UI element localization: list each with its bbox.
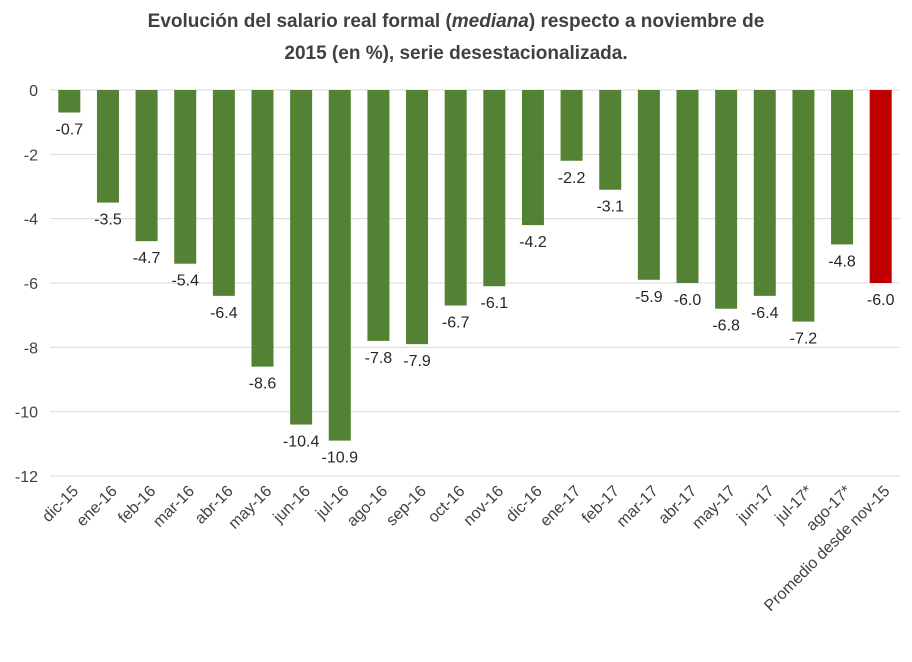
data-label: -7.9: [403, 353, 431, 370]
y-tick-label: -2: [24, 147, 38, 164]
bar: [444, 90, 467, 306]
y-tick-label: 0: [29, 83, 38, 100]
x-tick-label: sep-16: [383, 483, 430, 530]
bar: [869, 90, 892, 283]
data-label: -7.2: [790, 331, 818, 348]
bar: [290, 90, 313, 425]
bar: [212, 90, 235, 296]
x-tick-label: ago-16: [344, 483, 391, 530]
bar: [135, 90, 158, 242]
data-label: -6.0: [674, 292, 702, 309]
chart-title-line-2: 2015 (en %), serie desestacionalizada.: [284, 43, 628, 64]
x-tick-label: mar-17: [614, 483, 662, 531]
bar: [637, 90, 660, 280]
bar: [483, 90, 506, 287]
data-label: -6.1: [481, 295, 509, 312]
data-label: -6.7: [442, 315, 470, 332]
chart-title-part-after: ) respecto a noviembre de: [528, 11, 765, 32]
data-label: -4.8: [828, 253, 856, 270]
bar: [367, 90, 390, 341]
y-tick-label: -12: [15, 469, 38, 486]
x-tick-label: mar-16: [150, 483, 198, 531]
bar: [251, 90, 274, 367]
data-label: -3.5: [94, 212, 122, 229]
data-labels: -0.7 -3.5 -4.7 -5.4 -6.4 -8.6 -10.4-10.9 -7.8 -7…: [56, 122, 895, 467]
y-tick-label: -6: [24, 276, 38, 293]
data-label: -7.8: [365, 350, 393, 367]
data-label: -6.0: [867, 292, 895, 309]
chart-title-part-before: Evolución del salario real formal (: [147, 11, 452, 32]
x-tick-label: jun-17: [733, 483, 777, 527]
bar: [406, 90, 429, 345]
data-label: -6.4: [210, 305, 238, 322]
data-label: -0.7: [56, 122, 84, 139]
chart-title-line-1: Evolución del salario real formal (media…: [0, 6, 912, 38]
data-label: -10.9: [322, 450, 359, 467]
x-tick-label: jun-16: [270, 483, 314, 527]
bar: [328, 90, 351, 441]
bar: [599, 90, 622, 190]
bars: [58, 90, 892, 441]
y-tick-label: -10: [15, 405, 38, 422]
bar: [753, 90, 776, 296]
bar: [676, 90, 699, 283]
x-tick-label: may-16: [226, 483, 276, 533]
bar: [521, 90, 544, 226]
data-label: -2.2: [558, 170, 586, 187]
data-label: -6.8: [712, 318, 740, 335]
y-axis-tick-labels: 0 -2 -4 -6 -8 -10 -12: [15, 83, 38, 486]
bar: [560, 90, 583, 161]
x-axis-tick-labels: dic-15ene-16feb-16mar-16abr-16may-16jun-…: [39, 483, 893, 615]
bar: [96, 90, 119, 203]
bar: [58, 90, 81, 113]
data-label: -10.4: [283, 434, 320, 451]
data-label: -5.4: [171, 273, 199, 290]
x-tick-label: nov-16: [461, 483, 508, 530]
chart-title-part-italic: mediana: [451, 11, 529, 32]
y-tick-label: -8: [24, 340, 38, 357]
x-tick-label: ene-16: [74, 483, 121, 530]
data-label: -4.7: [133, 250, 161, 267]
chart-title: Evolución del salario real formal (media…: [0, 6, 912, 70]
bar: [831, 90, 854, 245]
x-tick-label: may-17: [689, 483, 739, 533]
data-label: -8.6: [249, 376, 277, 393]
data-label: -5.9: [635, 289, 663, 306]
data-label: -4.2: [519, 234, 547, 251]
bar: [715, 90, 738, 309]
bar: [792, 90, 815, 322]
y-tick-label: -4: [24, 212, 38, 229]
data-label: -3.1: [596, 199, 624, 216]
bar: [174, 90, 197, 264]
x-tick-label: ene-17: [537, 483, 584, 530]
data-label: -6.4: [751, 305, 779, 322]
